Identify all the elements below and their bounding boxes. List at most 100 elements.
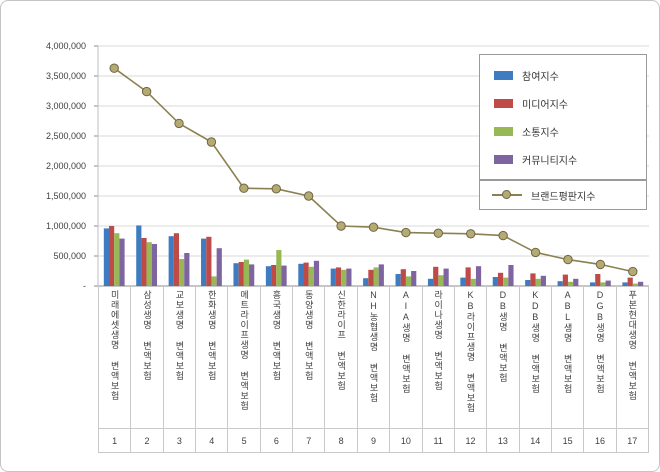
plot-svg [94,45,649,287]
bar-소통지수 [373,267,379,286]
category-cell: AIA생명 변액보험 [390,286,423,429]
category-label: DB생명 변액보험 [497,290,508,383]
category-label: 라이나생명 변액보험 [433,290,444,391]
rank-label: 6 [260,429,294,453]
brand-index-marker [530,247,541,258]
rank-label: 7 [293,429,326,453]
brand-index-line-icon [492,189,522,201]
bar-커뮤니티지수 [281,265,287,286]
category-label: KB라이프생명 변액보험 [465,290,476,413]
bar-소통지수 [341,269,347,286]
bar-소통지수 [470,278,476,286]
category-label: AIA생명 변액보험 [400,290,411,394]
category-label: 신한라이프 변액보험 [336,290,347,391]
category-label: 삼성생명 변액보험 [142,290,153,381]
bar-미디어지수 [497,272,504,286]
bar-커뮤니티지수 [346,268,352,286]
category-label: KDB생명 변액보험 [530,290,541,394]
rank-label: 16 [584,429,617,453]
category-label: 미래에셋생명 변액보험 [109,290,120,401]
y-tick-label: 2,000,000 [45,160,86,171]
rank-label: 3 [163,429,197,453]
y-tick-label: - [83,280,86,291]
bar-미디어지수 [335,267,342,286]
brand-index-marker [239,183,249,193]
bar-참여지수 [557,281,563,286]
brand-index-marker [628,266,638,277]
bar-참여지수 [168,236,174,286]
bar-미디어지수 [271,265,277,286]
category-cell: 미래에셋생명 변액보험 [99,286,132,429]
rank-label: 10 [390,429,423,453]
brand-index-marker [271,184,281,194]
brand-index-marker [336,221,346,231]
bar-커뮤니티지수 [540,275,546,286]
bar-소통지수 [405,276,412,286]
bar-커뮤니티지수 [151,244,158,286]
bar-미디어지수 [173,233,180,286]
legend-line: 브랜드평판지수 [479,180,647,210]
brand-index-marker [433,228,444,238]
bar-미디어지수 [465,267,471,286]
bar-소통지수 [308,266,314,286]
category-cell: 삼성생명 변액보험 [131,286,164,429]
bar-참여지수 [136,225,142,286]
category-cell: 교보생명 변액보험 [163,286,197,429]
bar-참여지수 [363,278,369,286]
brand-index-marker [563,254,573,265]
brand-index-marker [368,222,379,232]
brand-index-marker [401,227,411,238]
legend-label: 참여지수 [522,71,559,83]
bar-참여지수 [525,280,531,286]
bar-커뮤니티지수 [443,268,449,286]
rank-label: 9 [357,429,391,453]
bar-소통지수 [535,278,541,286]
category-label: ABL생명 변액보험 [562,290,573,394]
bar-미디어지수 [206,236,212,286]
bar-참여지수 [395,274,401,286]
bar-소통지수 [211,276,217,286]
category-cell: 메트라이프생명 변액보험 [228,286,261,429]
bar-미디어지수 [400,269,406,286]
bar-참여지수 [589,282,596,286]
bar-참여지수 [233,263,239,286]
legend-label: 소통지수 [522,127,559,139]
category-cell: 라이나생명 변액보험 [422,286,455,429]
rank-axis: 1 2 3 4 5 6 7 8 9 10 11 12 13 14 15 16 17 [98,429,649,453]
bar-미디어지수 [141,238,147,286]
category-cell: KB라이프생명 변액보험 [454,286,488,429]
category-cell: 한화생명 변액보험 [196,286,229,429]
brand-index-marker [466,229,476,239]
category-axis: 미래에셋생명 변액보험 삼성생명 변액보험 교보생명 변액보험 한화생명 변액보험 메트… [98,286,649,429]
bar-미디어지수 [238,262,244,286]
bar-미디어지수 [562,274,568,286]
brand-index-marker [109,63,119,73]
bar-소통지수 [567,281,574,286]
bar-커뮤니티지수 [573,278,579,286]
y-tick-label: 2,500,000 [45,130,86,141]
legend-item-소통지수: 소통지수 [480,117,646,145]
bar-미디어지수 [368,269,374,286]
y-tick-label: 1,000,000 [45,220,86,231]
bar-커뮤니티지수 [313,260,320,286]
category-label: 동양생명 변액보험 [303,290,314,381]
bar-참여지수 [492,277,498,286]
rank-label: 11 [422,429,455,453]
rank-label: 14 [519,429,552,453]
y-axis: 4,000,000 3,500,000 3,000,000 2,500,000 2,00… [1,1,94,301]
bar-참여지수 [622,282,628,286]
legend-swatch-icon [494,98,513,108]
bar-커뮤니티지수 [508,265,514,286]
rank-label: 17 [616,429,649,453]
rank-label: 1 [99,429,132,453]
legend-label: 미디어지수 [522,99,568,111]
brand-index-marker [141,86,152,97]
legend-label: 커뮤니티지수 [522,155,578,167]
y-tick-label: 1,500,000 [45,190,86,201]
brand-index-marker [595,259,606,270]
bar-커뮤니티지수 [637,281,644,286]
bar-소통지수 [146,242,152,286]
bar-소통지수 [276,250,282,286]
